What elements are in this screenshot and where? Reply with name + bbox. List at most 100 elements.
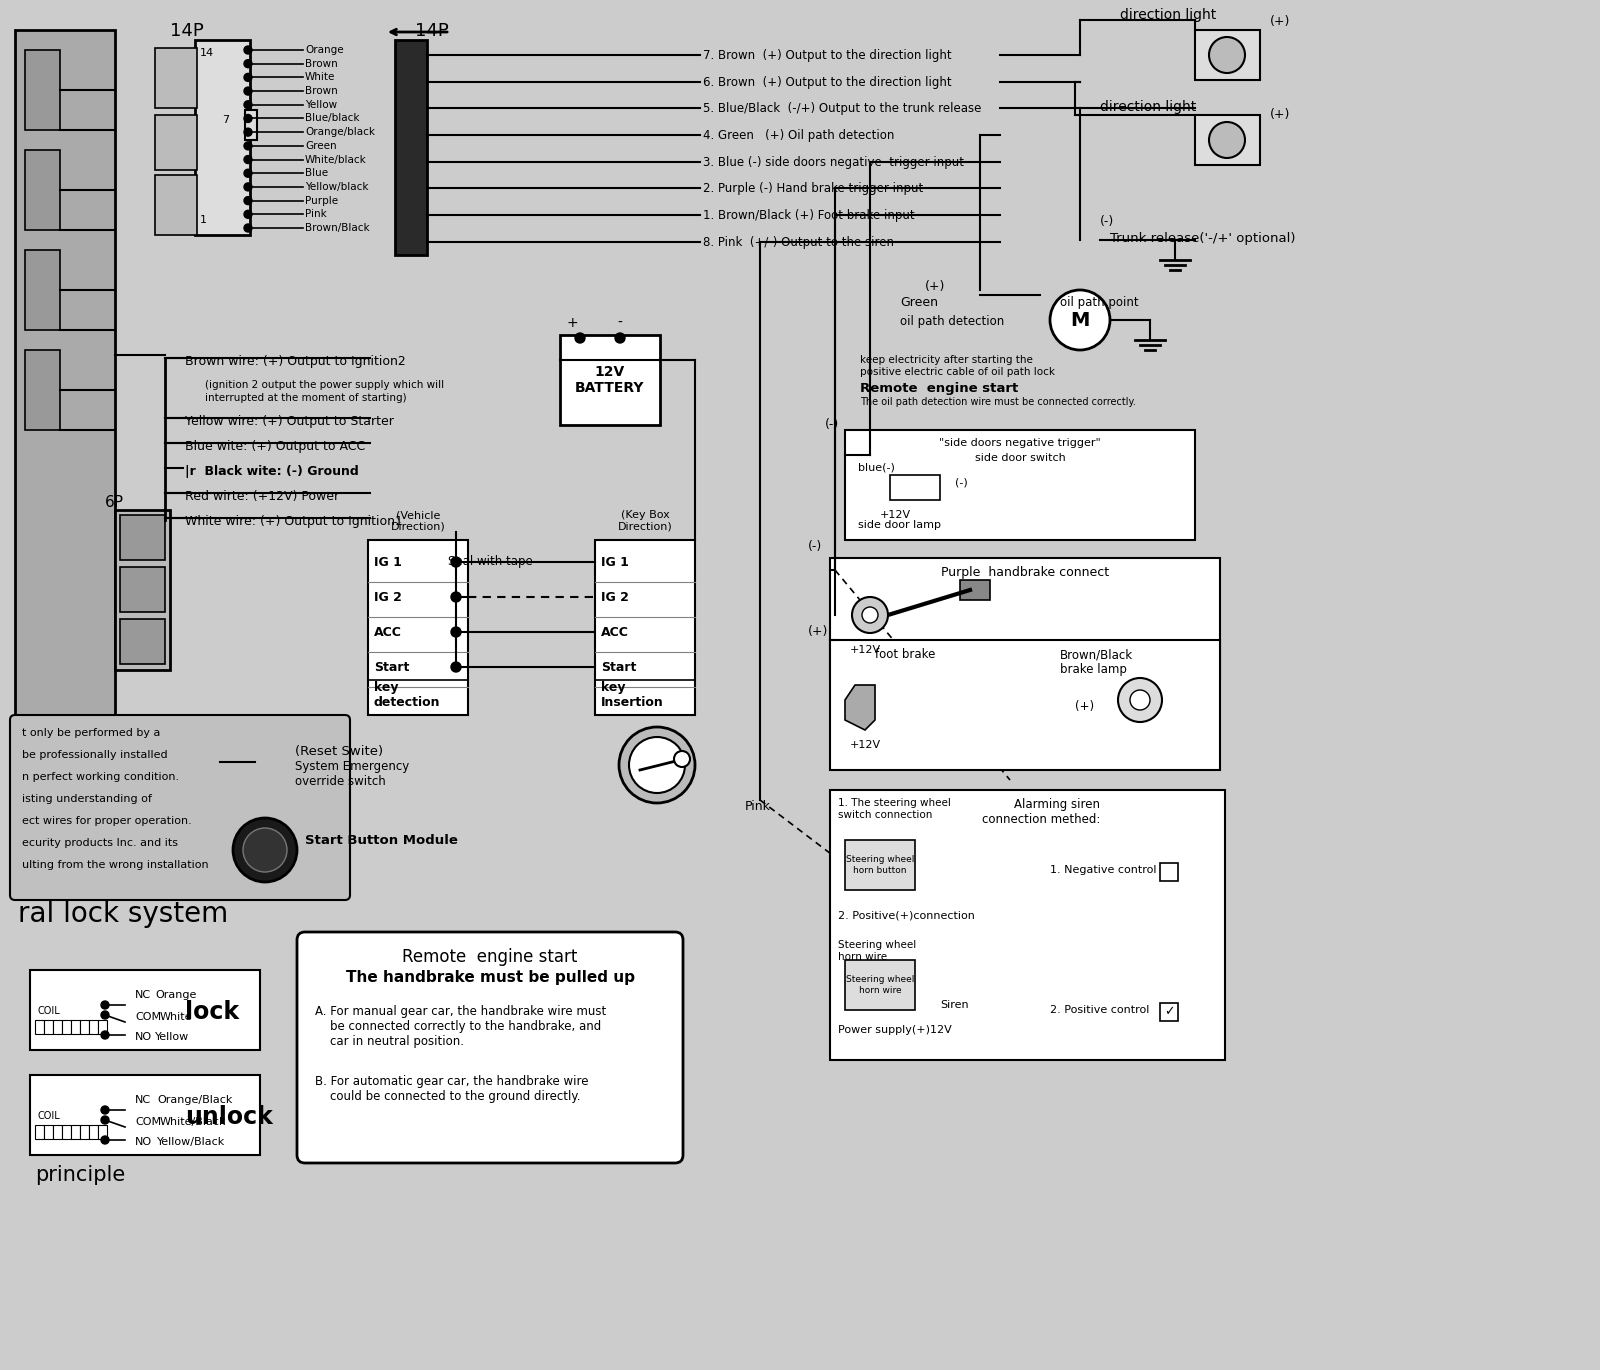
Text: Green: Green [899, 296, 938, 310]
Text: Power supply(+)12V: Power supply(+)12V [838, 1025, 952, 1034]
Circle shape [243, 60, 253, 67]
Circle shape [451, 592, 461, 601]
Text: White/Black: White/Black [160, 1117, 227, 1128]
Text: Yellow: Yellow [306, 100, 338, 110]
Text: IG 2: IG 2 [374, 590, 402, 604]
Text: direction light: direction light [1120, 8, 1216, 22]
Text: White/black: White/black [306, 155, 366, 164]
Circle shape [851, 597, 888, 633]
Bar [830, 640, 1221, 770]
Text: Trunk release('-/+' optional): Trunk release('-/+' optional) [1110, 232, 1296, 245]
Text: 14P: 14P [414, 22, 448, 40]
Bar [1160, 863, 1178, 881]
Text: Yellow wire: (+) Output to Starter: Yellow wire: (+) Output to Starter [186, 415, 394, 427]
Text: The handbrake must be pulled up: The handbrake must be pulled up [346, 970, 635, 985]
Bar [115, 510, 170, 670]
Bar [1195, 30, 1261, 79]
Text: (-): (-) [955, 477, 968, 486]
Text: 2. Positive(+)connection: 2. Positive(+)connection [838, 910, 974, 921]
Bar [26, 49, 61, 130]
Circle shape [243, 74, 253, 81]
Bar [266, 740, 277, 752]
Text: (-): (-) [808, 540, 822, 553]
Circle shape [243, 156, 253, 163]
Text: M: M [1070, 311, 1090, 330]
Circle shape [243, 211, 253, 218]
Text: ACC: ACC [374, 626, 402, 638]
Text: +12V: +12V [880, 510, 910, 521]
Bar [120, 619, 165, 664]
Text: Orange/black: Orange/black [306, 127, 374, 137]
Text: ulting from the wrong installation: ulting from the wrong installation [22, 860, 208, 870]
Text: (-): (-) [1101, 215, 1114, 227]
Circle shape [619, 727, 694, 803]
Text: IG 1: IG 1 [374, 555, 402, 569]
Text: Steering wheel
horn wire: Steering wheel horn wire [846, 975, 914, 995]
Circle shape [243, 225, 253, 232]
Text: Pink: Pink [746, 800, 771, 812]
Text: 2. Purple (-) Hand brake trigger input: 2. Purple (-) Hand brake trigger input [702, 181, 923, 195]
Text: 2. Positive control: 2. Positive control [1050, 1006, 1149, 1015]
Text: 6P: 6P [106, 495, 125, 510]
Circle shape [1050, 290, 1110, 349]
Text: interrupted at the moment of starting): interrupted at the moment of starting) [205, 393, 406, 403]
Text: NO: NO [134, 1137, 152, 1147]
Text: COIL: COIL [38, 1111, 61, 1121]
Text: be professionally installed: be professionally installed [22, 749, 168, 760]
Text: lock: lock [186, 1000, 238, 1023]
Bar [62, 1125, 70, 1138]
Text: 8. Pink  (+/-) Output to the siren: 8. Pink (+/-) Output to the siren [702, 236, 894, 248]
Text: 12V
BATTERY: 12V BATTERY [576, 364, 645, 395]
Circle shape [234, 818, 298, 882]
Circle shape [1130, 690, 1150, 710]
Bar [845, 430, 1195, 540]
Text: ACC: ACC [602, 626, 629, 638]
Text: 7. Brown  (+) Output to the direction light: 7. Brown (+) Output to the direction lig… [702, 48, 952, 62]
Bar [830, 558, 1221, 678]
Bar [1195, 115, 1261, 164]
Text: isting understanding of: isting understanding of [22, 795, 152, 804]
Text: (+): (+) [1270, 108, 1290, 121]
Bar [26, 349, 61, 430]
Circle shape [674, 751, 690, 767]
Text: ecurity products Inc. and its: ecurity products Inc. and its [22, 838, 178, 848]
Circle shape [101, 1001, 109, 1008]
Text: +: + [566, 316, 578, 330]
Text: System Emergency
override switch: System Emergency override switch [294, 760, 410, 788]
Bar [26, 149, 61, 230]
Text: 1. Negative control: 1. Negative control [1050, 864, 1157, 875]
Text: White wire: (+) Output to Ignition1: White wire: (+) Output to Ignition1 [186, 515, 403, 527]
Text: Purple: Purple [306, 196, 338, 206]
Circle shape [243, 170, 253, 177]
Text: Green: Green [306, 141, 336, 151]
Bar [960, 580, 990, 600]
Text: oil path point: oil path point [1059, 296, 1139, 310]
Text: principle: principle [35, 1164, 125, 1185]
Circle shape [1210, 37, 1245, 73]
Text: NC: NC [134, 991, 150, 1000]
Text: (+): (+) [1270, 15, 1290, 27]
Bar [26, 249, 61, 330]
Circle shape [101, 1117, 109, 1123]
Circle shape [862, 607, 878, 623]
Text: |r  Black wite: (-) Ground: |r Black wite: (-) Ground [186, 464, 358, 478]
Text: ral lock system: ral lock system [18, 900, 229, 927]
Text: side door switch: side door switch [974, 453, 1066, 463]
Circle shape [243, 142, 253, 149]
Text: 14P: 14P [170, 22, 203, 40]
Text: (ignition 2 output the power supply which will: (ignition 2 output the power supply whic… [205, 379, 445, 390]
Bar [80, 1021, 90, 1034]
Text: blue(-): blue(-) [858, 462, 894, 473]
Circle shape [451, 662, 461, 673]
Text: +12V: +12V [850, 740, 882, 749]
Text: Blue wite: (+) Output to ACC: Blue wite: (+) Output to ACC [186, 440, 365, 453]
Text: Remote  engine start: Remote engine start [402, 948, 578, 966]
Bar [70, 1125, 80, 1138]
Bar [155, 48, 197, 108]
Text: direction light: direction light [1101, 100, 1197, 114]
Text: side door lamp: side door lamp [858, 521, 941, 530]
Bar [53, 1021, 62, 1034]
Text: 14: 14 [200, 48, 214, 58]
Text: Yellow/Black: Yellow/Black [157, 1137, 226, 1147]
Text: "side doors negative trigger": "side doors negative trigger" [939, 438, 1101, 448]
